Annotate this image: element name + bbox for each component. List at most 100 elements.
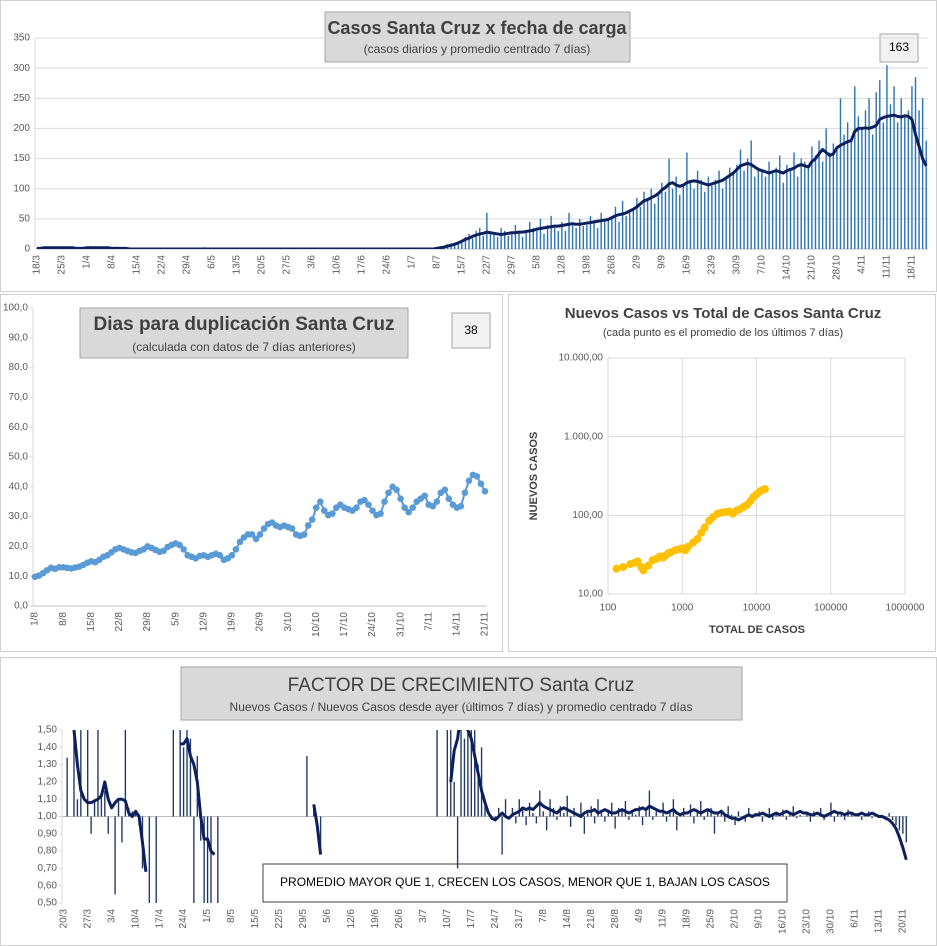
bar — [535, 816, 538, 824]
x-tick-label: 12/6 — [346, 909, 357, 929]
bar — [793, 152, 795, 249]
x-tick-label: 20/3 — [58, 909, 69, 929]
bar — [457, 241, 459, 249]
y-tick-label: 0,70 — [38, 863, 58, 874]
bar — [665, 816, 668, 822]
bar — [467, 730, 469, 817]
point — [700, 523, 709, 532]
bar — [832, 143, 835, 249]
bar — [772, 816, 774, 820]
bar — [837, 813, 839, 817]
bar — [172, 730, 175, 817]
bar — [628, 816, 630, 820]
bar — [725, 176, 727, 249]
bar — [889, 104, 892, 249]
bar — [825, 128, 827, 249]
bar — [785, 816, 788, 820]
x-tick-label: 5/9 — [170, 612, 181, 626]
bar — [525, 816, 527, 826]
bar — [90, 816, 92, 834]
bar — [833, 816, 836, 822]
marker — [429, 502, 437, 510]
bar — [542, 811, 544, 817]
bar — [104, 790, 106, 817]
bar — [306, 755, 308, 817]
line — [36, 113, 928, 249]
title-box — [180, 666, 743, 721]
bar — [474, 730, 476, 817]
y-tick-label: 50,0 — [9, 452, 29, 463]
x-tick-label: 22/4 — [156, 255, 167, 275]
plot — [36, 65, 928, 249]
bar — [806, 813, 808, 817]
x-tick-label: 14/11 — [452, 612, 463, 637]
bar — [676, 816, 678, 831]
bar — [875, 92, 877, 249]
bar — [528, 802, 531, 817]
x-tick-label: 10/6 — [331, 255, 342, 275]
bar — [886, 65, 888, 249]
bar — [700, 800, 702, 817]
bar — [477, 764, 479, 817]
x-tick-label: 28/8 — [610, 909, 621, 929]
marker — [433, 498, 441, 506]
bar — [586, 224, 588, 249]
bar — [453, 245, 456, 249]
bar — [811, 146, 813, 249]
x-tick-label: 13/11 — [874, 909, 885, 934]
bar — [511, 233, 513, 249]
x-tick-label: 10000 — [743, 603, 771, 614]
bar — [556, 816, 558, 820]
point — [612, 564, 621, 573]
x-tick-label: 25/9 — [706, 909, 717, 929]
x-tick-label: 8/5 — [226, 909, 237, 923]
x-tick-label: 6/5 — [206, 255, 217, 269]
bar — [662, 802, 664, 817]
bar — [655, 811, 657, 817]
marker — [256, 531, 264, 538]
bar — [799, 814, 801, 817]
bar — [631, 809, 633, 817]
bar — [117, 799, 120, 817]
point — [639, 566, 648, 575]
bar — [566, 795, 568, 817]
annotation: PROMEDIO MAYOR QUE 1, CRECEN LOS CASOS, … — [280, 875, 770, 889]
bar — [532, 813, 534, 817]
bar — [582, 226, 585, 249]
bar — [568, 212, 570, 249]
y-tick-label: 90,0 — [9, 332, 29, 343]
bar — [468, 233, 470, 249]
bar — [792, 806, 794, 817]
bar — [800, 158, 802, 249]
y-tick-label: 30,0 — [9, 511, 29, 522]
bar — [652, 816, 654, 820]
bar — [714, 179, 717, 249]
marker — [228, 552, 236, 559]
bar — [843, 134, 845, 249]
bar — [795, 816, 798, 819]
marker — [477, 480, 485, 488]
marker — [316, 498, 324, 506]
bar — [686, 152, 688, 249]
bar — [857, 116, 860, 249]
x-tick-label: 14/8 — [562, 909, 573, 929]
bar — [501, 816, 503, 855]
chart-subtitle: Nuevos Casos / Nuevos Casos desde ayer (… — [230, 700, 693, 714]
bar — [614, 206, 617, 249]
x-tick-label: 15/4 — [131, 255, 142, 275]
chart-title: Casos Santa Cruz x fecha de carga — [327, 18, 627, 38]
bar — [730, 814, 733, 817]
bar — [850, 813, 853, 817]
x-tick-label: 1000 — [671, 603, 694, 614]
plot — [66, 730, 908, 903]
x-tick-label: 9/9 — [657, 255, 668, 269]
bar — [675, 176, 677, 249]
bar — [646, 200, 649, 249]
bar — [121, 816, 123, 843]
bar — [775, 167, 777, 249]
bar — [200, 816, 202, 841]
x-tick-label: 21/11 — [480, 612, 491, 637]
bar — [850, 140, 852, 249]
x-tick-label: 17/7 — [466, 909, 477, 929]
marker — [312, 504, 320, 511]
